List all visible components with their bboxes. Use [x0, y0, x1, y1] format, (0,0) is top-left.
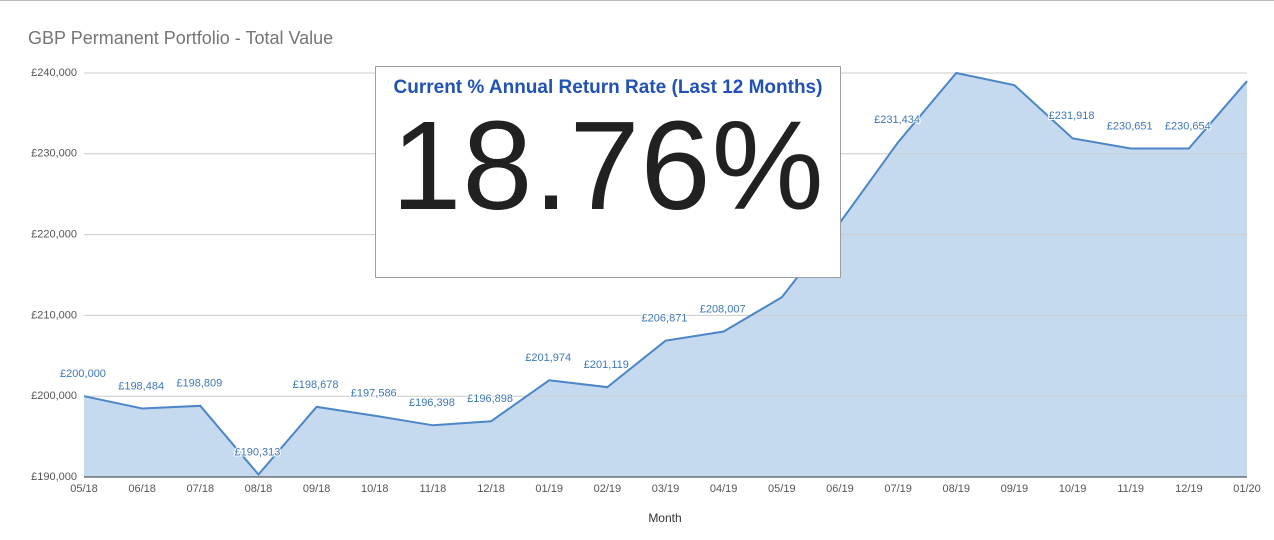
- x-tick-label: 07/18: [187, 483, 215, 495]
- x-tick-label: 09/19: [1001, 483, 1029, 495]
- x-tick-label: 05/19: [768, 483, 796, 495]
- data-label: £201,119: [584, 359, 629, 371]
- x-tick-label: 06/19: [826, 483, 854, 495]
- data-label: £198,809: [176, 378, 222, 390]
- data-label: £198,678: [293, 379, 339, 391]
- x-tick-label: 06/18: [128, 483, 156, 495]
- y-tick-label: £200,000: [31, 390, 77, 402]
- x-tick-label: 01/19: [535, 483, 563, 495]
- data-label: £230,654: [1165, 120, 1211, 132]
- x-tick-label: 03/19: [652, 483, 680, 495]
- y-tick-label: £210,000: [31, 309, 77, 321]
- x-tick-label: 02/19: [594, 483, 622, 495]
- x-tick-label: 01/20: [1233, 483, 1261, 495]
- data-label: £198,484: [118, 380, 164, 392]
- data-label: £230,651: [1107, 120, 1153, 132]
- data-label: £190,313: [235, 446, 281, 458]
- x-tick-label: 08/18: [245, 483, 273, 495]
- data-label: £200,000: [60, 368, 106, 380]
- x-axis-label: Month: [648, 511, 681, 525]
- data-label: £208,007: [700, 303, 746, 315]
- data-label: £196,898: [467, 393, 513, 405]
- scorecard: Current % Annual Return Rate (Last 12 Mo…: [375, 66, 841, 278]
- chart-title: GBP Permanent Portfolio - Total Value: [28, 28, 333, 48]
- x-tick-label: 10/19: [1059, 483, 1087, 495]
- y-tick-label: £240,000: [31, 67, 77, 79]
- line: [83, 71, 1248, 477]
- area-fill: [84, 73, 1247, 477]
- scorecard-title: Current % Annual Return Rate (Last 12 Mo…: [393, 77, 823, 98]
- x-tick-label: 12/19: [1175, 483, 1203, 495]
- x-tick-label: 05/18: [70, 483, 98, 495]
- scorecard-value: 18.76%: [391, 95, 825, 236]
- y-tick-label: £230,000: [31, 148, 77, 160]
- x-tick-label: 11/18: [420, 483, 447, 495]
- data-label: £231,918: [1049, 110, 1095, 122]
- y-tick-label: £220,000: [31, 229, 77, 241]
- x-tick-label: 12/18: [477, 483, 505, 495]
- data-label: £196,398: [409, 397, 455, 409]
- x-tick-label: 04/19: [710, 483, 738, 495]
- x-tick-label: 09/18: [303, 483, 331, 495]
- x-tick-label: 10/18: [361, 483, 389, 495]
- y-tick-label: £190,000: [31, 471, 77, 483]
- x-tick-label: 07/19: [884, 483, 912, 495]
- data-label: £231,434: [874, 114, 920, 126]
- data-label: £206,871: [642, 313, 688, 325]
- data-label: £197,586: [351, 388, 397, 400]
- data-label: £201,974: [525, 352, 571, 364]
- x-tick-label: 08/19: [942, 483, 970, 495]
- x-tick-label: 11/19: [1117, 483, 1144, 495]
